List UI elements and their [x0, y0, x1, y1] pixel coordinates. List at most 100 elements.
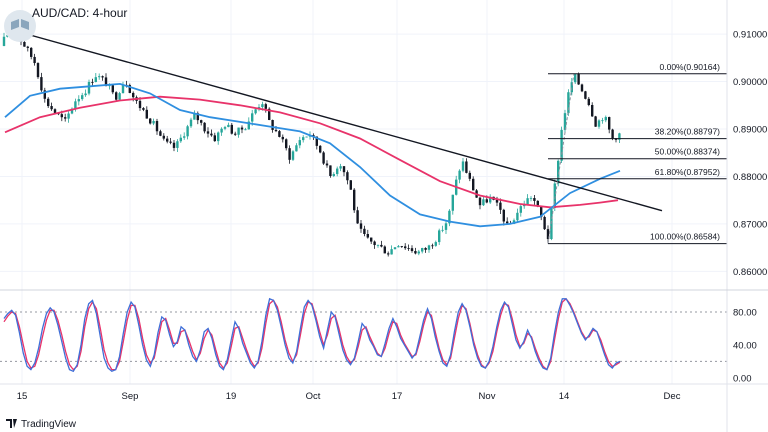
- candle-body: [244, 129, 247, 131]
- candle-body: [142, 108, 145, 110]
- candle-body: [468, 172, 471, 179]
- candle-body: [373, 241, 376, 246]
- candle-body: [172, 142, 176, 148]
- candle-body: [383, 246, 386, 254]
- candle-body: [166, 138, 169, 142]
- candle-body: [291, 151, 295, 160]
- candle-body: [438, 230, 441, 243]
- candle-body: [397, 246, 400, 248]
- price-tick-label: 0.91000: [733, 30, 767, 41]
- candle-body: [591, 104, 594, 117]
- candle-body: [247, 121, 250, 130]
- candles: [2, 29, 621, 257]
- candle-body: [346, 172, 349, 181]
- candle-body: [557, 160, 560, 184]
- candle-body: [417, 251, 420, 254]
- candle-body: [465, 161, 468, 173]
- stochastic-d-line: [3, 297, 621, 371]
- candle-body: [342, 166, 346, 173]
- candle-body: [526, 198, 529, 205]
- candle-body: [67, 113, 70, 119]
- stochastic-tick-label: 40.00: [733, 340, 757, 351]
- candle-body: [305, 136, 308, 138]
- fib-level-label: 61.80%(0.87952): [655, 167, 720, 177]
- candle-body: [580, 84, 584, 92]
- candle-body: [53, 109, 57, 114]
- candle-body: [159, 131, 162, 136]
- candle-body: [376, 244, 380, 246]
- candle-body: [268, 108, 271, 120]
- candle-body: [574, 73, 577, 83]
- time-tick-label: 15: [17, 391, 28, 402]
- candle-body: [36, 63, 40, 78]
- candle-body: [274, 129, 278, 132]
- candle-body: [121, 84, 125, 94]
- tradingview-logo[interactable]: TradingView: [6, 419, 77, 430]
- candle-body: [84, 93, 87, 96]
- fib-level-label: 50.00%(0.88374): [655, 147, 720, 157]
- candle-body: [220, 128, 223, 133]
- candle-body: [553, 183, 556, 208]
- candle-body: [325, 163, 329, 166]
- candle-body: [74, 101, 77, 109]
- candle-body: [302, 137, 305, 141]
- candle-body: [186, 126, 189, 137]
- candle-body: [519, 206, 522, 213]
- candle-body: [597, 120, 601, 127]
- candle-body: [587, 98, 590, 105]
- time-tick-label: Nov: [479, 391, 496, 402]
- avatar: [4, 10, 36, 42]
- candle-body: [584, 91, 587, 99]
- stochastic-k-line: [3, 297, 621, 373]
- candle-body: [393, 247, 397, 250]
- candle-body: [336, 168, 339, 175]
- candle-body: [461, 161, 465, 171]
- candle-body: [189, 119, 193, 127]
- candle-body: [410, 248, 414, 252]
- trendline-group: [7, 28, 663, 212]
- price-tick-label: 0.86000: [733, 267, 767, 278]
- candle-body: [567, 92, 570, 114]
- time-tick-label: Oct: [306, 391, 321, 402]
- candle-body: [570, 82, 573, 93]
- stochastic-tick-label: 80.00: [733, 307, 757, 318]
- tradingview-logo-icon: [6, 419, 17, 428]
- candle-body: [421, 248, 424, 252]
- candle-body: [359, 223, 363, 229]
- candle-body: [489, 196, 492, 203]
- moving-averages: [4, 82, 621, 228]
- candle-body: [329, 165, 332, 176]
- avatar-circle: [4, 10, 36, 42]
- candle-body: [356, 210, 359, 224]
- candle-body: [278, 131, 281, 137]
- candle-body: [407, 248, 410, 249]
- candle-body: [98, 76, 101, 78]
- candle-body: [339, 166, 342, 169]
- candle-body: [506, 221, 509, 224]
- candle-body: [370, 237, 373, 242]
- candle-body: [87, 81, 91, 94]
- candle-body: [91, 81, 94, 83]
- candle-body: [536, 200, 539, 207]
- candle-body: [577, 73, 580, 85]
- candle-body: [611, 129, 614, 139]
- candle-body: [424, 248, 427, 250]
- candle-body: [264, 104, 267, 109]
- candle-body: [281, 136, 284, 140]
- candle-body: [47, 98, 50, 107]
- candle-body: [495, 199, 499, 203]
- candle-body: [261, 104, 264, 108]
- candle-body: [390, 249, 393, 255]
- price-tick-label: 0.88000: [733, 172, 767, 183]
- candle-body: [322, 152, 325, 164]
- candle-body: [502, 209, 505, 222]
- candle-body: [288, 148, 291, 160]
- candle-body: [482, 199, 485, 206]
- candle-body: [40, 77, 43, 91]
- candle-body: [169, 141, 172, 143]
- candle-body: [43, 90, 46, 99]
- candle-body: [155, 121, 159, 132]
- candle-body: [138, 100, 142, 109]
